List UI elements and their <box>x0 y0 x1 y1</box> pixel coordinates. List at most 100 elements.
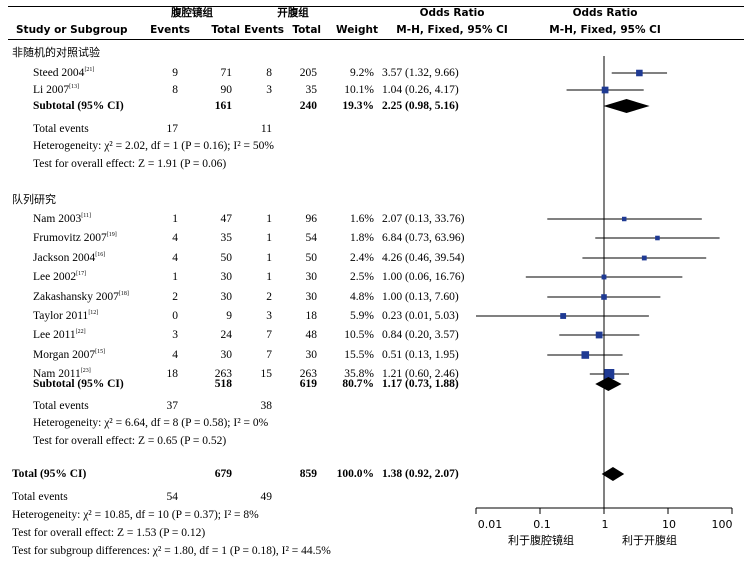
study-ref: [17] <box>76 271 87 278</box>
events1-cell: 1 <box>172 271 178 283</box>
study-marker <box>604 369 615 379</box>
heterogeneity-text: Heterogeneity: χ² = 6.64, df = 8 (P = 0.… <box>33 417 269 429</box>
weight-cell: 10.5% <box>344 329 374 341</box>
study-name: Zakashansky 2007 <box>33 291 119 303</box>
weight-cell: 100.0% <box>336 468 374 480</box>
events2-cell: 8 <box>266 67 272 79</box>
events1-cell: 3 <box>172 329 178 341</box>
total2-cell: 30 <box>305 271 318 283</box>
or-ci-cell: 2.07 (0.13, 33.76) <box>382 213 465 225</box>
x-tick-label: 0.01 <box>477 518 503 531</box>
or-header-title: Odds Ratio <box>419 7 485 19</box>
subgroup-title: 非随机的对照试验 <box>12 46 100 59</box>
study-marker <box>636 69 643 77</box>
x-tick-label: 1 <box>601 518 609 531</box>
total2-cell: 30 <box>305 349 318 361</box>
or-ci-cell: 4.26 (0.46, 39.54) <box>382 252 465 264</box>
total1-cell: 30 <box>220 349 233 361</box>
study-name: Jackson 2004 <box>33 252 96 264</box>
weight-cell: 1.8% <box>350 232 374 244</box>
weight-cell: 35.8% <box>344 368 374 380</box>
events1-header: Events <box>150 24 190 36</box>
total1-cell: 161 <box>214 100 232 112</box>
header-rule <box>8 39 744 40</box>
total2-cell: 96 <box>305 213 318 225</box>
study-name: Lee 2002 <box>33 271 77 283</box>
study-column-header: Study or Subgroup <box>16 24 128 36</box>
pooled-diamond <box>601 467 625 481</box>
total1-cell: 24 <box>220 329 233 341</box>
weight-cell: 2.4% <box>350 252 374 264</box>
or-ci-cell: 1.00 (0.13, 7.60) <box>382 291 459 303</box>
study-marker <box>601 86 609 94</box>
total2-cell: 30 <box>305 291 318 303</box>
subgroup-differences-text: Test for subgroup differences: χ² = 1.80… <box>12 545 331 557</box>
weight-cell: 19.3% <box>342 100 374 112</box>
study-ref: [19] <box>106 232 117 239</box>
events2-cell: 11 <box>260 123 272 135</box>
group1-header: 腹腔镜组 <box>171 7 213 19</box>
total1-cell: 47 <box>220 213 233 225</box>
favours-right-label: 利于开腹组 <box>622 534 677 547</box>
plot-header-sub: M-H, Fixed, 95% CI <box>549 24 661 36</box>
events1-cell: 8 <box>172 84 178 96</box>
study-ref: [12] <box>88 310 99 317</box>
or-ci-cell: 1.21 (0.60, 2.46) <box>382 368 459 380</box>
total-events-label: Total events <box>33 123 89 135</box>
x-tick-label: 0.1 <box>533 518 551 531</box>
study-ref: [16] <box>95 252 106 259</box>
study-marker <box>601 294 607 300</box>
group2-header: 开腹组 <box>277 7 309 19</box>
or-ci-cell: 0.51 (0.13, 1.95) <box>382 349 459 361</box>
total-label: Total (95% CI) <box>12 468 87 480</box>
heterogeneity-text: Heterogeneity: χ² = 10.85, df = 10 (P = … <box>12 509 259 521</box>
weight-cell: 15.5% <box>344 349 374 361</box>
study-marker <box>560 313 567 319</box>
or-header-sub: M-H, Fixed, 95% CI <box>396 24 508 36</box>
study-name: Nam 2011 <box>33 368 81 380</box>
or-ci-cell: 1.00 (0.06, 16.76) <box>382 271 465 283</box>
study-marker <box>621 216 627 222</box>
weight-header: Weight <box>336 24 378 36</box>
total1-cell: 518 <box>214 378 232 390</box>
events1-cell: 4 <box>172 349 178 361</box>
total2-cell: 240 <box>299 100 317 112</box>
or-ci-cell: 1.04 (0.26, 4.17) <box>382 84 459 96</box>
study-marker <box>641 255 647 261</box>
total1-cell: 263 <box>214 368 232 380</box>
events2-cell: 1 <box>266 232 272 244</box>
events1-cell: 4 <box>172 252 178 264</box>
study-name: Nam 2003 <box>33 213 82 225</box>
subtotal-label: Subtotal (95% CI) <box>33 100 124 112</box>
events2-header: Events <box>244 24 284 36</box>
events2-cell: 15 <box>260 368 273 380</box>
events1-cell: 17 <box>166 123 179 135</box>
subtotal-label: Subtotal (95% CI) <box>33 378 124 390</box>
weight-cell: 80.7% <box>342 378 374 390</box>
events1-cell: 37 <box>166 400 179 412</box>
events1-cell: 0 <box>172 310 178 322</box>
x-tick-label: 10 <box>662 518 676 531</box>
total2-cell: 50 <box>305 252 318 264</box>
or-ci-cell: 1.17 (0.73, 1.88) <box>382 378 459 390</box>
overall-effect-text: Test for overall effect: Z = 1.53 (P = 0… <box>12 527 206 539</box>
total2-cell: 859 <box>299 468 317 480</box>
pooled-diamond <box>595 377 622 391</box>
events1-cell: 2 <box>172 291 178 303</box>
plot-header-title: Odds Ratio <box>572 7 638 19</box>
total2-cell: 54 <box>305 232 318 244</box>
study-marker <box>601 274 607 280</box>
weight-cell: 5.9% <box>350 310 374 322</box>
events1-cell: 18 <box>166 368 179 380</box>
weight-cell: 10.1% <box>344 84 374 96</box>
events2-cell: 1 <box>266 213 272 225</box>
or-ci-cell: 0.84 (0.20, 3.57) <box>382 329 459 341</box>
or-ci-cell: 3.57 (1.32, 9.66) <box>382 67 459 79</box>
total1-cell: 679 <box>214 468 232 480</box>
total1-cell: 30 <box>220 291 233 303</box>
study-marker <box>581 351 590 359</box>
study-ref: [13] <box>69 84 80 91</box>
total-events-label: Total events <box>33 400 89 412</box>
or-ci-cell: 0.23 (0.01, 5.03) <box>382 310 459 322</box>
